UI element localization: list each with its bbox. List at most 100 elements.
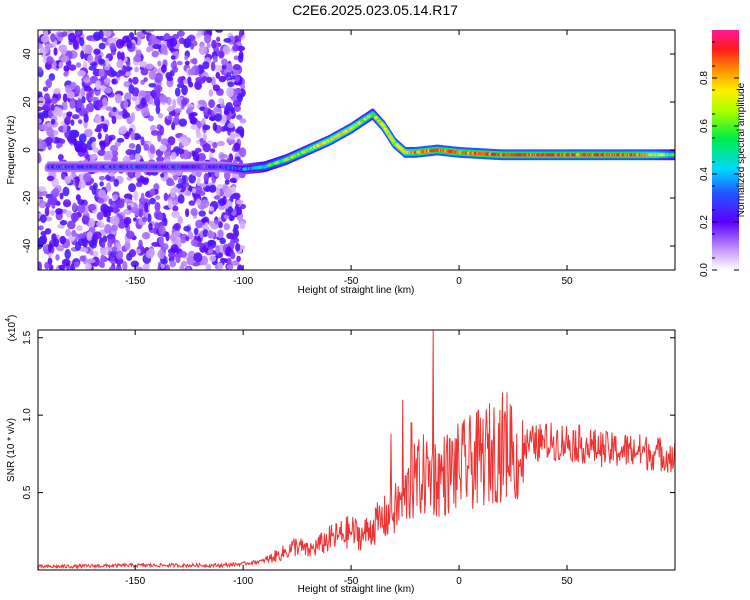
noise-blob bbox=[219, 154, 228, 159]
noise-blob bbox=[38, 112, 47, 118]
spectrogram-x-tick-label: -100 bbox=[233, 276, 253, 287]
noise-blob bbox=[159, 144, 168, 152]
noise-blob bbox=[150, 124, 157, 131]
noise-blob bbox=[38, 118, 42, 124]
noise-blob bbox=[235, 242, 241, 252]
noise-blob bbox=[64, 249, 71, 260]
noise-blob bbox=[60, 55, 70, 63]
noise-blob bbox=[140, 68, 149, 76]
noise-blob bbox=[99, 181, 104, 187]
noise-blob bbox=[46, 175, 55, 181]
noise-blob bbox=[89, 96, 98, 102]
snr-x-tick-label: -50 bbox=[344, 576, 359, 587]
noise-blob bbox=[76, 98, 83, 109]
noise-blob bbox=[198, 242, 204, 248]
noise-blob bbox=[149, 188, 156, 197]
noise-blob bbox=[55, 208, 63, 215]
noise-blob bbox=[115, 71, 122, 78]
snr-panel: -150 -100 -50 0 50 0.5 1.0 1.5 Height of straig… bbox=[5, 315, 676, 595]
noise-blob bbox=[72, 39, 79, 50]
noise-blob bbox=[89, 136, 97, 143]
noise-blob bbox=[92, 250, 99, 257]
noise-blob bbox=[110, 51, 116, 56]
noise-blob bbox=[66, 111, 73, 117]
noise-blob bbox=[115, 266, 123, 270]
noise-blob bbox=[112, 194, 119, 201]
noise-blob bbox=[168, 111, 177, 117]
noise-blob bbox=[68, 64, 77, 71]
noise-blob bbox=[212, 141, 218, 149]
noise-blob bbox=[105, 182, 112, 192]
noise-blob bbox=[181, 175, 187, 185]
noise-blob bbox=[212, 84, 221, 92]
snr-y-multiplier-close: ) bbox=[7, 315, 18, 318]
spectrogram-y-tick-label: -40 bbox=[22, 238, 33, 253]
noise-blob bbox=[202, 124, 211, 131]
noise-blob bbox=[158, 225, 166, 235]
noise-blob bbox=[201, 75, 208, 82]
noise-blob bbox=[55, 254, 60, 261]
spectrogram-y-axis-label: Frequency (Hz) bbox=[6, 116, 17, 185]
noise-blob bbox=[172, 205, 179, 212]
noise-blob bbox=[208, 89, 214, 97]
noise-blob bbox=[116, 59, 124, 69]
colorbar-ticks: 0.0 0.2 0.4 0.6 0.8 bbox=[699, 41, 739, 277]
noise-blob bbox=[120, 51, 125, 61]
noise-blob bbox=[67, 32, 77, 43]
noise-blob bbox=[50, 118, 56, 125]
noise-blob bbox=[202, 143, 211, 153]
noise-blob bbox=[158, 35, 165, 41]
noise-blob bbox=[152, 38, 162, 45]
noise-blob bbox=[239, 147, 247, 158]
noise-blob bbox=[171, 210, 180, 219]
noise-blob bbox=[155, 195, 161, 200]
noise-blob bbox=[196, 132, 202, 139]
noise-blob bbox=[142, 177, 149, 185]
noise-blob bbox=[87, 54, 94, 64]
noise-blob bbox=[142, 263, 149, 270]
noise-blob bbox=[105, 57, 110, 67]
noise-blob bbox=[188, 200, 196, 206]
noise-blob bbox=[114, 93, 122, 104]
noise-blob bbox=[157, 60, 162, 67]
noise-blob bbox=[75, 62, 82, 68]
noise-blob bbox=[77, 237, 87, 246]
noise-blob bbox=[98, 68, 105, 77]
noise-blob bbox=[233, 142, 241, 151]
noise-blob bbox=[143, 77, 148, 83]
noise-blob bbox=[122, 198, 131, 204]
noise-blob bbox=[103, 64, 111, 71]
noise-blob bbox=[202, 61, 210, 70]
noise-blob bbox=[40, 231, 47, 236]
spectrogram-x-axis-label: Height of straight line (km) bbox=[298, 285, 415, 296]
spectrogram-x-tick-label: -50 bbox=[344, 276, 359, 287]
noise-blob bbox=[109, 144, 119, 152]
noise-blob bbox=[100, 141, 106, 151]
noise-blob bbox=[160, 138, 169, 145]
noise-blob bbox=[193, 227, 199, 236]
spectrogram-y-tick-label: 20 bbox=[22, 96, 33, 108]
noise-blob bbox=[38, 139, 44, 149]
noise-blob bbox=[139, 61, 148, 68]
noise-blob bbox=[176, 183, 184, 189]
noise-blob bbox=[202, 133, 208, 141]
noise-blob bbox=[38, 186, 47, 192]
noise-blob bbox=[96, 211, 104, 221]
noise-blob bbox=[99, 175, 106, 181]
noise-blob bbox=[72, 202, 77, 211]
noise-blob bbox=[229, 251, 236, 260]
noise-blob bbox=[179, 264, 185, 270]
noise-blob bbox=[213, 55, 218, 63]
noise-blob bbox=[170, 55, 176, 60]
noise-blob bbox=[77, 180, 86, 189]
noise-blob bbox=[226, 232, 235, 240]
noise-blob bbox=[133, 190, 139, 201]
noise-blob bbox=[214, 219, 220, 225]
noise-blob bbox=[101, 84, 106, 92]
spectrogram-y-tick-label: -20 bbox=[22, 190, 33, 205]
noise-blob bbox=[155, 104, 161, 115]
noise-blob bbox=[177, 177, 183, 185]
noise-blob bbox=[216, 187, 221, 198]
noise-blob bbox=[229, 239, 235, 250]
